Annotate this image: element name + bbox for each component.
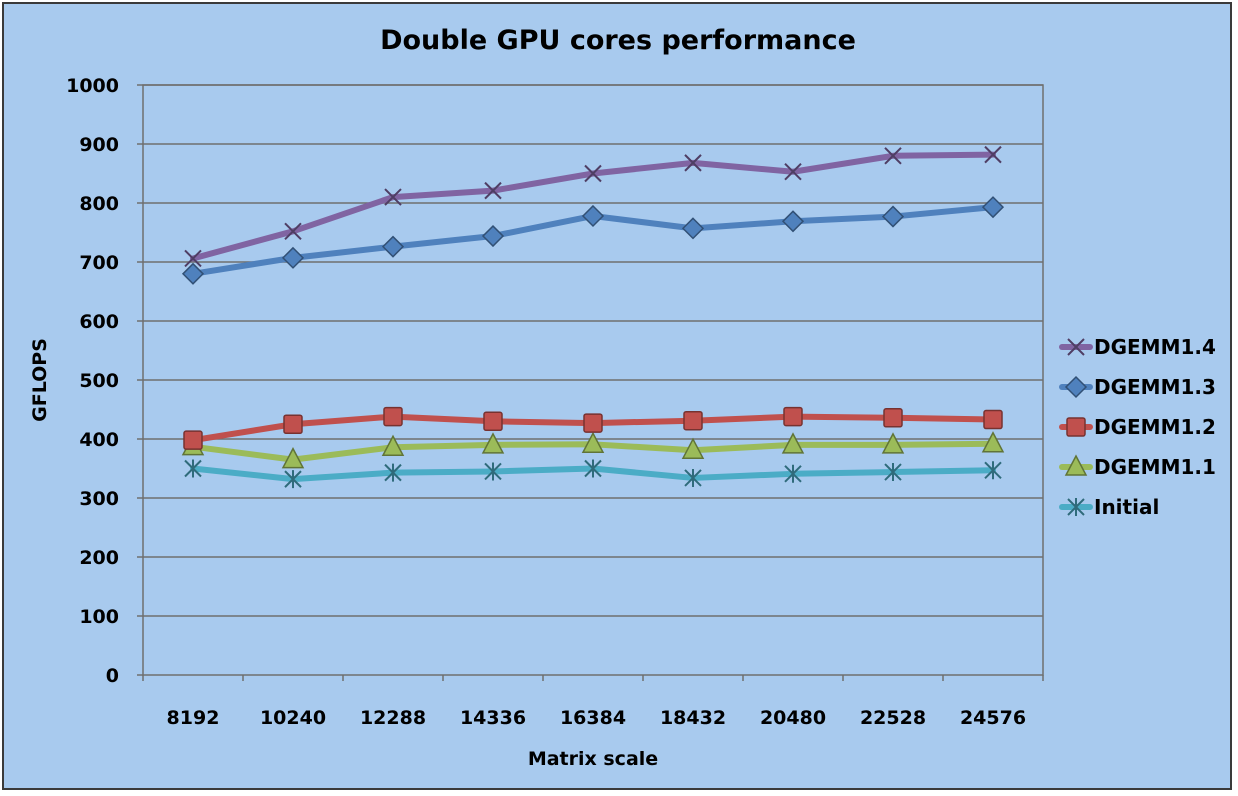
- data-point: [881, 205, 905, 228]
- data-point: [984, 145, 1002, 164]
- y-tick-label: 900: [79, 134, 119, 156]
- data-point: [481, 432, 505, 454]
- data-point: [581, 431, 605, 454]
- legend-label: Initial: [1094, 495, 1159, 519]
- data-point: [984, 461, 1002, 480]
- x-tick-label: 18432: [660, 707, 726, 729]
- data-point: [281, 246, 305, 269]
- legend-label: DGEMM1.1: [1094, 455, 1216, 479]
- series-dgemm1-4: [184, 145, 1002, 268]
- y-tick-label: 0: [106, 665, 119, 687]
- data-point: [283, 414, 303, 434]
- legend-swatch-marker: [1066, 417, 1086, 437]
- data-point: [284, 470, 302, 489]
- x-tick-label: 16384: [560, 707, 626, 729]
- data-point: [381, 434, 405, 457]
- data-point: [881, 432, 905, 454]
- gridlines: [143, 84, 1043, 617]
- legend-label: DGEMM1.3: [1094, 375, 1216, 399]
- x-tick-label: 20480: [760, 707, 826, 729]
- data-point: [983, 409, 1003, 430]
- series-dgemm1-1: [181, 431, 1005, 469]
- data-point: [884, 463, 902, 482]
- data-point: [684, 154, 702, 172]
- y-tick-label: 400: [79, 429, 119, 451]
- y-tick-label: 800: [79, 193, 119, 215]
- y-axis-title: GFLOPS: [29, 338, 51, 422]
- y-tick-label: 200: [79, 547, 119, 569]
- legend-item: Initial: [1059, 495, 1159, 519]
- data-point: [484, 462, 502, 481]
- legend-swatch-marker: [1067, 498, 1085, 516]
- data-point: [281, 447, 305, 469]
- data-point: [284, 222, 302, 241]
- chart-title: Double GPU cores performance: [380, 25, 856, 56]
- data-point: [583, 413, 603, 433]
- data-point: [384, 463, 402, 482]
- legend-item: DGEMM1.2: [1059, 415, 1216, 439]
- series-dgemm1-3: [181, 196, 1005, 285]
- data-point: [181, 262, 205, 285]
- data-point: [383, 406, 403, 427]
- y-tick-label: 1000: [66, 75, 119, 97]
- data-point: [981, 431, 1005, 453]
- y-tick-label: 500: [79, 370, 119, 392]
- legend: DGEMM1.4 DGEMM1.3 DGEMM1.2 DGEMM1.1 Initial: [1059, 335, 1216, 519]
- data-point: [684, 468, 702, 487]
- data-point: [883, 408, 903, 428]
- data-point: [784, 163, 802, 181]
- data-point: [484, 181, 502, 200]
- data-point: [584, 459, 602, 478]
- data-point: [481, 224, 505, 248]
- series-dgemm1-2: [183, 406, 1003, 450]
- legend-label: DGEMM1.2: [1094, 415, 1216, 439]
- data-point: [183, 430, 203, 450]
- data-point: [184, 459, 202, 478]
- data-point: [981, 196, 1005, 219]
- series-initial: [184, 459, 1002, 489]
- legend-swatch-marker: [1064, 375, 1088, 399]
- x-tick-label: 10240: [260, 707, 326, 729]
- data-point: [681, 217, 705, 240]
- data-point: [584, 164, 602, 183]
- x-tick-label: 14336: [460, 707, 526, 729]
- legend-item: DGEMM1.3: [1059, 375, 1216, 399]
- legend-item: DGEMM1.1: [1059, 454, 1216, 479]
- x-tick-label: 22528: [860, 707, 926, 729]
- x-tick-label: 24576: [960, 707, 1026, 729]
- y-axis-ticks: 0 100 200 300 400 500 600 700 800 900 1000: [66, 75, 143, 687]
- y-tick-label: 100: [79, 606, 119, 628]
- y-tick-label: 300: [79, 488, 119, 510]
- data-point: [884, 147, 902, 165]
- data-point: [781, 210, 805, 233]
- data-point: [681, 437, 705, 459]
- legend-label: DGEMM1.4: [1094, 335, 1216, 359]
- series-group: [181, 145, 1005, 489]
- data-point: [581, 204, 605, 228]
- x-axis-ticks: 8192 10240 12288 14336 16384 18432 20480 22528 2…: [142, 675, 1044, 729]
- x-tick-label: 12288: [360, 707, 426, 729]
- legend-item: DGEMM1.4: [1059, 335, 1216, 359]
- y-tick-label: 700: [79, 252, 119, 274]
- x-axis-title: Matrix scale: [528, 748, 658, 770]
- legend-swatch-marker: [1067, 338, 1085, 356]
- data-point: [184, 249, 202, 268]
- data-point: [783, 406, 803, 427]
- data-point: [384, 188, 402, 206]
- data-point: [381, 235, 405, 258]
- data-point: [483, 411, 503, 432]
- data-point: [784, 464, 802, 483]
- y-tick-label: 600: [79, 311, 119, 333]
- legend-swatch-marker: [1064, 454, 1088, 476]
- x-tick-label: 8192: [167, 707, 220, 729]
- data-point: [683, 410, 703, 431]
- data-point: [781, 432, 805, 454]
